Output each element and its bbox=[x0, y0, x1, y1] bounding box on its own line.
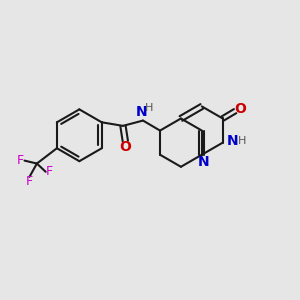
Text: N: N bbox=[197, 155, 209, 169]
Text: H: H bbox=[238, 136, 246, 146]
Text: H: H bbox=[145, 103, 154, 113]
Text: F: F bbox=[17, 154, 24, 167]
Text: F: F bbox=[26, 175, 33, 188]
Text: F: F bbox=[46, 165, 53, 178]
Text: N: N bbox=[136, 105, 147, 119]
Text: N: N bbox=[227, 134, 239, 148]
Text: O: O bbox=[119, 140, 131, 154]
Text: O: O bbox=[235, 102, 246, 116]
